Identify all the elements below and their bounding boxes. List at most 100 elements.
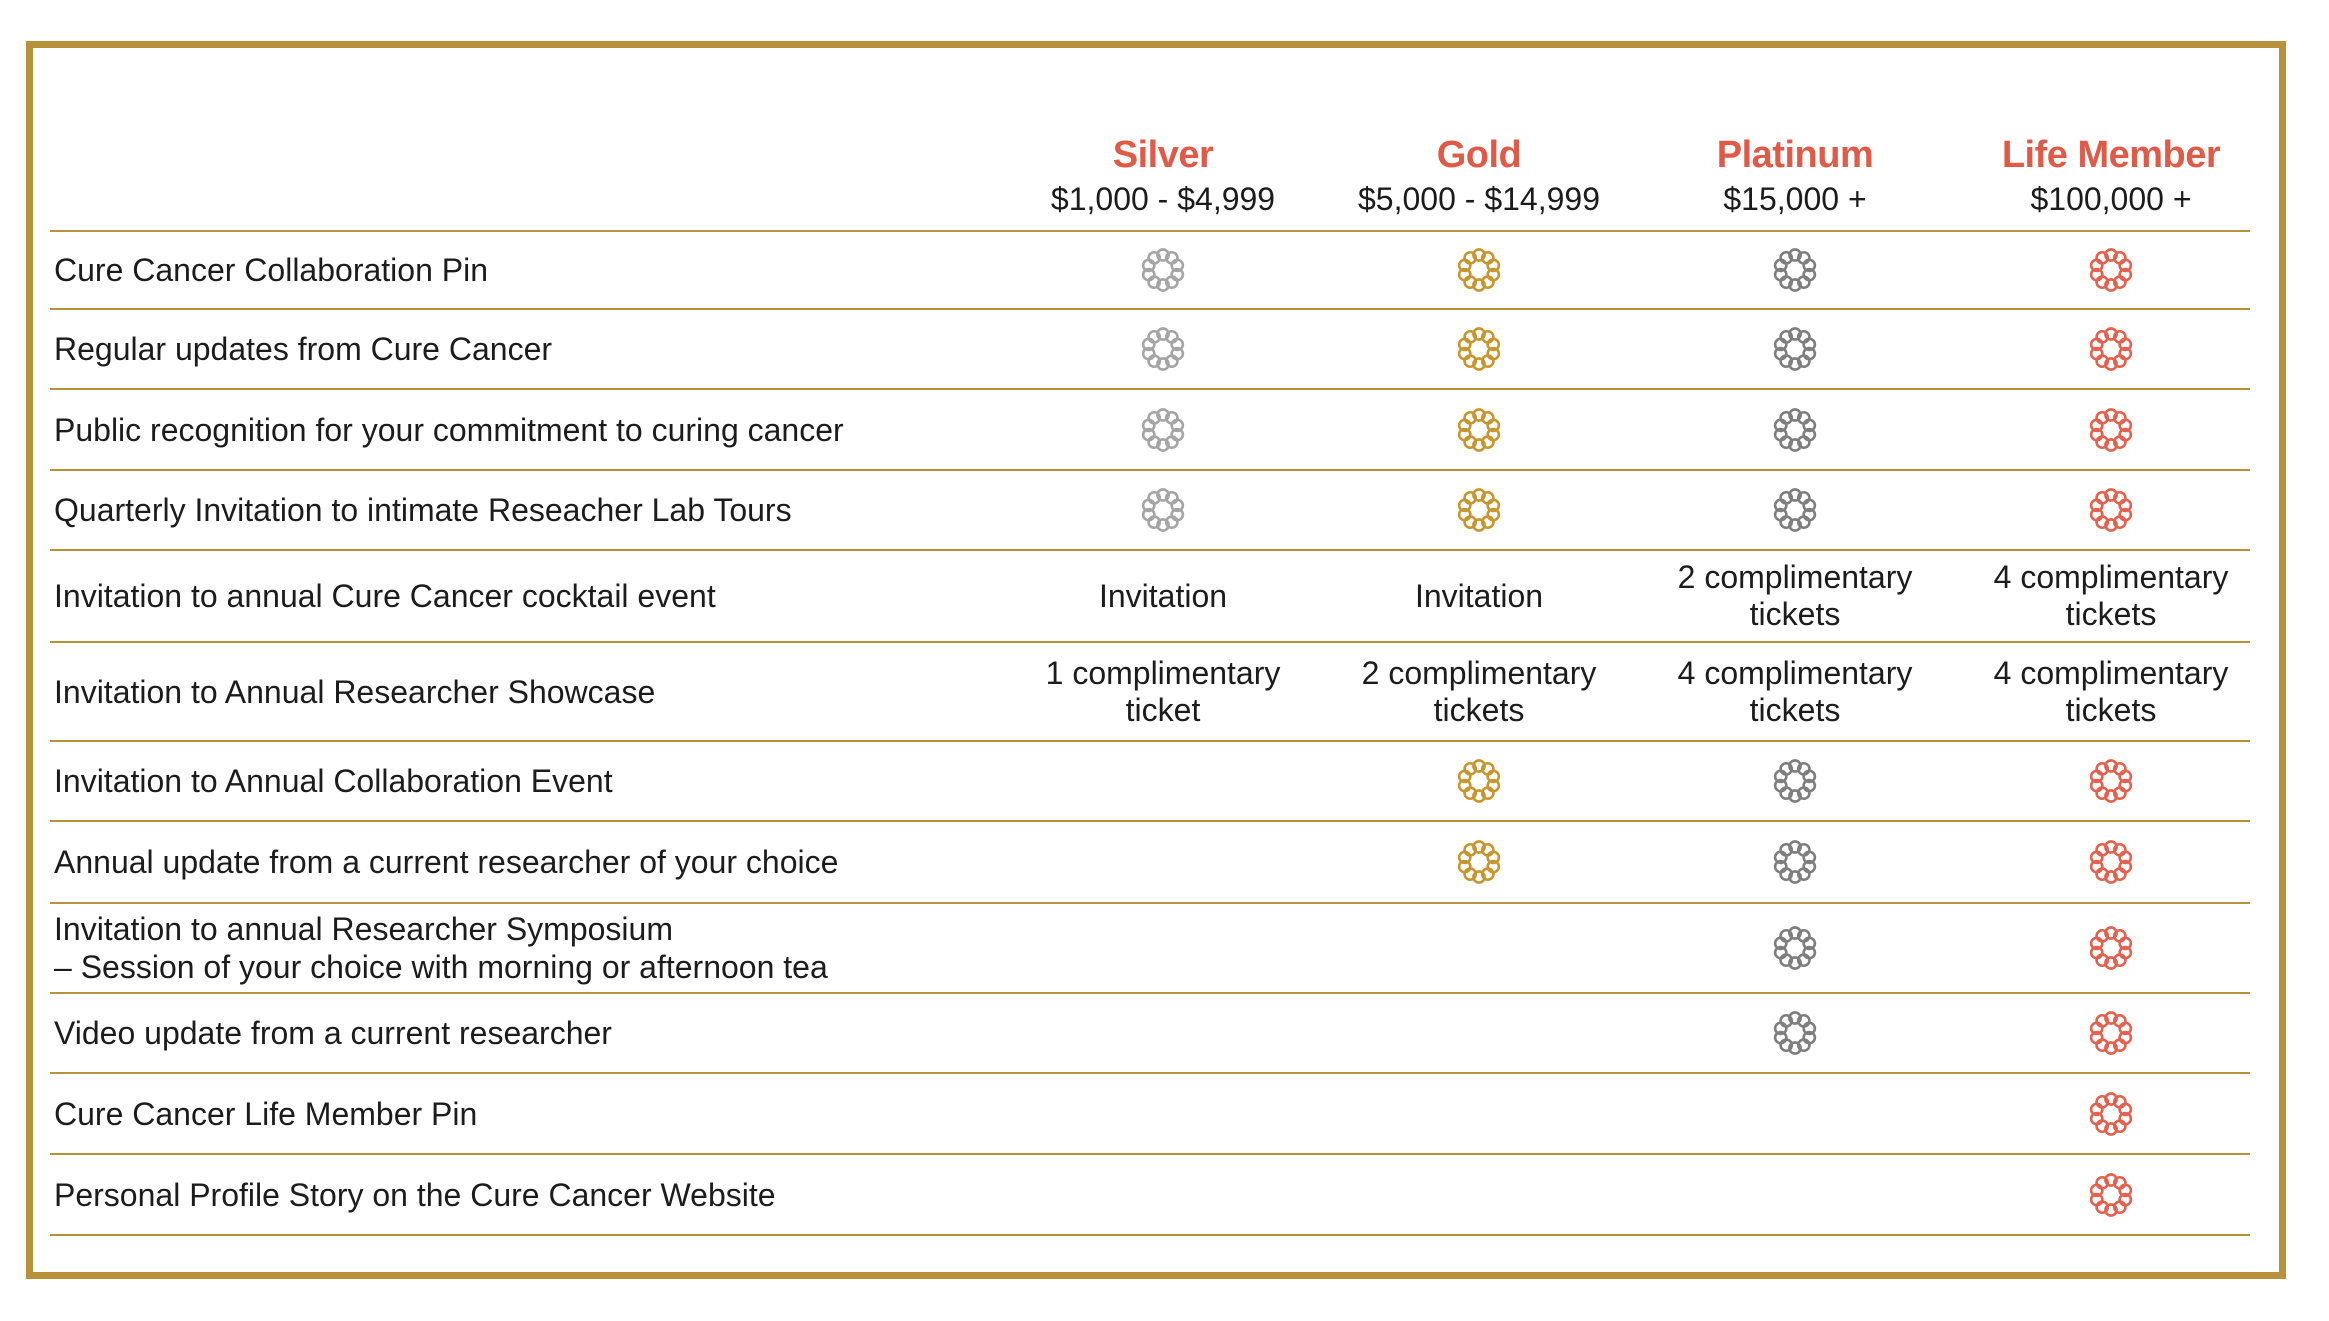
- benefit-row: Video update from a current researcher: [50, 994, 2250, 1074]
- benefit-cell: Invitation: [1005, 551, 1321, 641]
- benefit-cell: [1321, 390, 1637, 469]
- pin-icon: [1773, 407, 1817, 452]
- table-header: Silver $1,000 - $4,999 Gold $5,000 - $14…: [50, 125, 2250, 232]
- tier-name: Platinum: [1716, 134, 1874, 176]
- benefit-cell: [1321, 1155, 1637, 1234]
- benefit-label: Invitation to annual Cure Cancer cocktai…: [54, 578, 716, 614]
- benefit-cell: [1321, 994, 1637, 1072]
- table-body: Cure Cancer Collaboration Pin Regular upd…: [50, 232, 2250, 1236]
- benefit-cell: 4 complimentary tickets: [1637, 643, 1953, 740]
- tier-name: Silver: [1112, 134, 1214, 176]
- benefit-cell: [1953, 471, 2269, 549]
- pin-icon: [1773, 840, 1817, 884]
- benefit-cell: [1953, 822, 2269, 902]
- benefit-row: Invitation to Annual Researcher Showcase…: [50, 643, 2250, 742]
- benefit-row: Invitation to annual Researcher Symposiu…: [50, 904, 2250, 994]
- pin-icon: [2089, 759, 2133, 803]
- pin-icon: [2089, 840, 2133, 884]
- tier-range: $15,000 +: [1723, 181, 1867, 217]
- benefit-label: Video update from a current researcher: [54, 1015, 612, 1051]
- benefit-cell-text: Invitation: [1414, 577, 1544, 614]
- benefit-cell-text: 4 complimentary tickets: [1993, 559, 2229, 632]
- benefit-cell: 2 complimentary tickets: [1637, 551, 1953, 641]
- pin-icon: [1773, 327, 1817, 371]
- table-frame: [26, 41, 2286, 1279]
- tier-range: $1,000 - $4,999: [1050, 181, 1276, 217]
- tier-header-gold: Gold $5,000 - $14,999: [1321, 125, 1637, 219]
- pin-icon: [1457, 407, 1501, 452]
- pin-icon: [2089, 407, 2133, 452]
- benefit-cell: Invitation: [1321, 551, 1637, 641]
- benefit-row: Cure Cancer Life Member Pin: [50, 1074, 2250, 1155]
- benefit-cell-text: 1 complimentary ticket: [1045, 654, 1281, 728]
- tier-range: $100,000 +: [2030, 181, 2192, 217]
- pin-icon: [1141, 248, 1185, 292]
- benefit-cell: [1637, 994, 1953, 1072]
- benefit-cell: [1005, 390, 1321, 469]
- benefit-cell-text: 2 complimentary tickets: [1677, 559, 1913, 632]
- benefit-cell: [1321, 232, 1637, 308]
- benefit-cell: [1953, 1074, 2269, 1153]
- benefit-label: Quarterly Invitation to intimate Reseach…: [54, 492, 792, 528]
- pin-icon: [1141, 407, 1185, 452]
- benefit-cell-text: Invitation: [1098, 577, 1228, 614]
- benefit-cell: 4 complimentary tickets: [1953, 643, 2269, 740]
- benefit-cell: [1321, 904, 1637, 992]
- benefit-cell: [1953, 994, 2269, 1072]
- benefit-cell: [1637, 904, 1953, 992]
- benefit-row: Invitation to Annual Collaboration Event: [50, 742, 2250, 822]
- benefit-cell: [1637, 1155, 1953, 1234]
- benefit-cell: 1 complimentary ticket: [1005, 643, 1321, 740]
- benefit-cell: [1637, 390, 1953, 469]
- benefit-row: Cure Cancer Collaboration Pin: [50, 232, 2250, 310]
- benefit-cell: [1321, 1074, 1637, 1153]
- benefit-label: Annual update from a current researcher …: [54, 844, 839, 880]
- pin-icon: [1773, 759, 1817, 803]
- benefit-cell: [1005, 471, 1321, 549]
- benefit-cell: [1953, 742, 2269, 820]
- benefit-row: Invitation to annual Cure Cancer cocktai…: [50, 551, 2250, 643]
- benefit-label: Public recognition for your commitment t…: [54, 411, 844, 448]
- pin-icon: [1457, 840, 1501, 884]
- benefit-cell: [1953, 232, 2269, 308]
- benefit-cell: [1005, 994, 1321, 1072]
- pin-icon: [1773, 926, 1817, 970]
- benefit-cell: [1637, 310, 1953, 388]
- benefit-cell-text: 4 complimentary tickets: [1993, 654, 2229, 728]
- benefit-cell: [1005, 1155, 1321, 1234]
- benefit-cell-text: 2 complimentary tickets: [1361, 654, 1597, 728]
- benefit-row: Personal Profile Story on the Cure Cance…: [50, 1155, 2250, 1236]
- tier-name: Gold: [1436, 134, 1522, 176]
- benefit-cell: [1637, 232, 1953, 308]
- benefit-label: Invitation to Annual Researcher Showcase: [54, 673, 656, 710]
- pin-icon: [2089, 926, 2133, 970]
- pin-icon: [1773, 248, 1817, 292]
- benefit-cell: [1005, 904, 1321, 992]
- benefit-cell: [1953, 310, 2269, 388]
- pin-icon: [1457, 759, 1501, 803]
- benefit-row: Annual update from a current researcher …: [50, 822, 2250, 904]
- benefit-row: Regular updates from Cure Cancer: [50, 310, 2250, 390]
- tier-header-silver: Silver $1,000 - $4,999: [1005, 125, 1321, 219]
- pin-icon: [2089, 1172, 2133, 1217]
- benefit-cell: [1005, 232, 1321, 308]
- benefit-label: Personal Profile Story on the Cure Cance…: [54, 1176, 776, 1213]
- benefits-table: Silver $1,000 - $4,999 Gold $5,000 - $14…: [50, 125, 2250, 1236]
- pin-icon: [1141, 488, 1185, 532]
- benefit-row: Quarterly Invitation to intimate Reseach…: [50, 471, 2250, 551]
- benefit-cell: [1321, 822, 1637, 902]
- benefit-cell: [1005, 1074, 1321, 1153]
- tier-header-platinum: Platinum $15,000 +: [1637, 125, 1953, 219]
- pin-icon: [2089, 248, 2133, 292]
- benefit-cell: [1005, 310, 1321, 388]
- benefit-cell: 4 complimentary tickets: [1953, 551, 2269, 641]
- benefit-cell: [1637, 471, 1953, 549]
- tier-name: Life Member: [2001, 134, 2221, 176]
- benefit-row: Public recognition for your commitment t…: [50, 390, 2250, 471]
- benefit-cell: [1321, 471, 1637, 549]
- tier-range: $5,000 - $14,999: [1358, 181, 1600, 217]
- benefit-cell: [1005, 742, 1321, 820]
- benefit-label: Invitation to Annual Collaboration Event: [54, 763, 613, 799]
- pin-icon: [1457, 488, 1501, 532]
- benefit-cell-text: 4 complimentary tickets: [1677, 654, 1913, 728]
